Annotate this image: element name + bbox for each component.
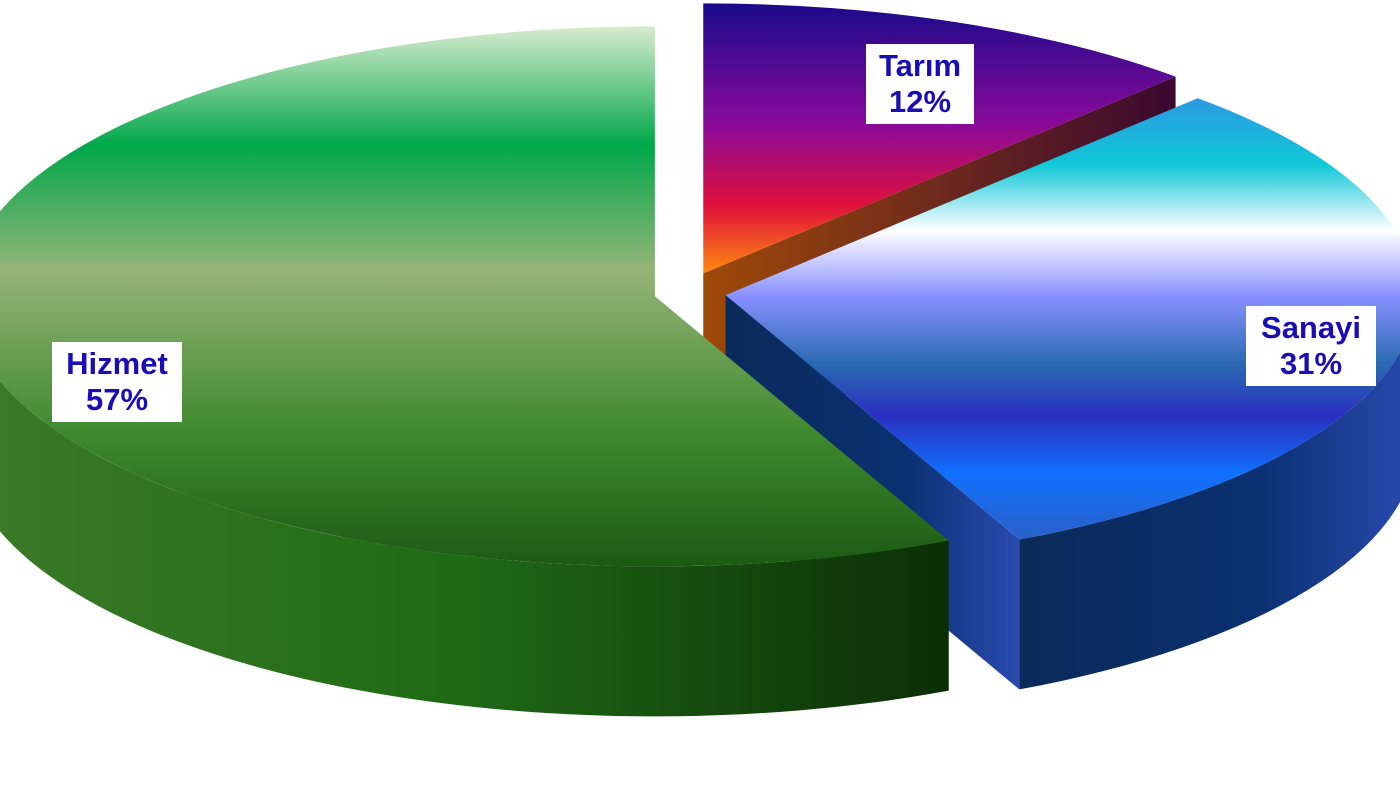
slice-percent-hizmet: 57%: [85, 382, 149, 417]
slice-percent-tarim: 12%: [888, 84, 952, 119]
slice-hizmet: [0, 26, 949, 717]
slice-label-hizmet: Hizmet 57%: [52, 342, 182, 422]
slice-sanayi-outer-wall: [1019, 352, 1400, 690]
slice-name-tarim: Tarım: [878, 48, 962, 83]
slice-tarim-top: [703, 3, 1176, 274]
slice-hizmet-outer-wall: [0, 381, 949, 717]
slice-name-sanayi: Sanayi: [1261, 310, 1361, 345]
slice-percent-sanayi: 31%: [1279, 346, 1343, 381]
slice-name-hizmet: Hizmet: [66, 346, 168, 381]
slice-sanayi-top: [725, 98, 1400, 540]
slice-label-tarim: Tarım 12%: [866, 44, 974, 124]
slice-hizmet-top: [0, 26, 949, 567]
slice-label-sanayi: Sanayi 31%: [1246, 306, 1376, 386]
